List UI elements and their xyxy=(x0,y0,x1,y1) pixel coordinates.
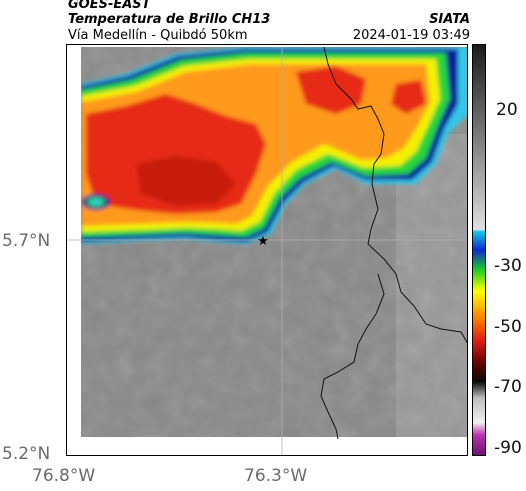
star-marker-icon: ★ xyxy=(257,234,269,249)
route-subtitle: Vía Medellín - Quibdó 50km xyxy=(68,28,248,43)
agency-label: SIATA xyxy=(429,12,470,27)
product-title: Temperatura de Brillo CH13 xyxy=(68,12,271,27)
border-line xyxy=(323,46,468,345)
border-line xyxy=(320,273,385,440)
colorbar-tick-20: 20 xyxy=(496,100,518,120)
colorbar-tick-minus30: -30 xyxy=(494,256,522,276)
lon-tick-76.8: 76.8°W xyxy=(32,466,96,486)
satellite-title: GOES-EAST xyxy=(68,0,151,12)
colorbar xyxy=(472,44,486,456)
colorbar-tick-minus70: -70 xyxy=(494,377,522,397)
lon-tick-76.3: 76.3°W xyxy=(244,466,308,486)
lat-tick-5.7: 5.7°N xyxy=(2,231,51,251)
datetime-label: 2024-01-19 03:49 xyxy=(352,28,470,43)
colorbar-tick-minus50: -50 xyxy=(494,317,522,337)
colorbar-tick-minus90: -90 xyxy=(494,438,522,458)
cold-cloud-region xyxy=(81,47,468,244)
lat-tick-5.2: 5.2°N xyxy=(2,444,51,464)
satellite-map: ★ xyxy=(66,44,468,456)
